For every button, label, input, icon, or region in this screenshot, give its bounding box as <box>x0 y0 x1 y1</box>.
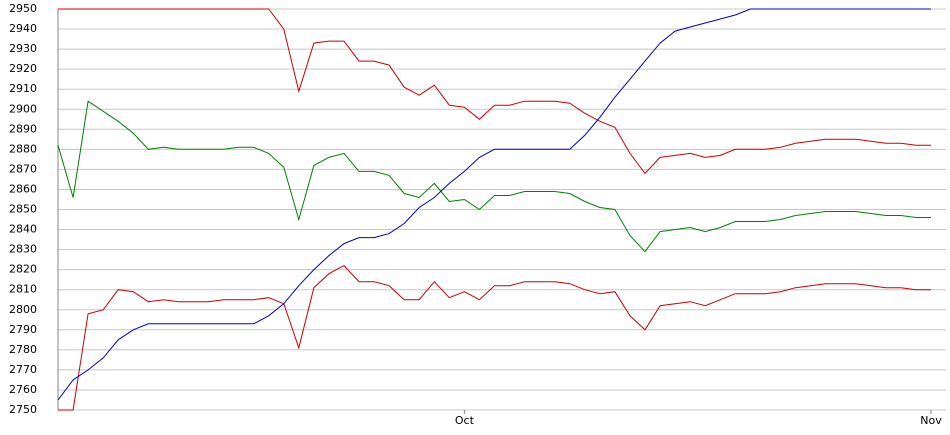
series-line <box>58 264 931 411</box>
x-tick-label: Nov <box>920 414 942 427</box>
y-tick-label: 2780 <box>9 343 37 356</box>
y-tick-label: 2750 <box>9 403 37 416</box>
y-tick-label: 2810 <box>9 283 37 296</box>
y-tick-label: 2840 <box>9 223 37 236</box>
y-tick-label: 2800 <box>9 303 37 316</box>
series-line <box>57 8 931 401</box>
y-tick-label: 2850 <box>9 203 37 216</box>
series-line <box>57 100 931 253</box>
y-tick-label: 2880 <box>9 142 37 155</box>
y-tick-label: 2820 <box>9 263 37 276</box>
y-tick-label: 2770 <box>9 363 37 376</box>
y-tick-label: 2940 <box>9 22 37 35</box>
y-tick-label: 2870 <box>9 162 37 175</box>
y-tick-label: 2930 <box>9 42 37 55</box>
y-tick-label: 2910 <box>9 82 37 95</box>
series-line <box>58 8 931 175</box>
y-tick-label: 2860 <box>9 182 37 195</box>
y-tick-label: 2790 <box>9 323 37 336</box>
y-tick-label: 2890 <box>9 122 37 135</box>
y-tick-label: 2950 <box>9 2 37 15</box>
y-tick-label: 2830 <box>9 243 37 256</box>
y-tick-label: 2900 <box>9 102 37 115</box>
y-tick-label: 2760 <box>9 383 37 396</box>
x-tick-label: Oct <box>455 414 475 427</box>
y-tick-label: 2920 <box>9 62 37 75</box>
